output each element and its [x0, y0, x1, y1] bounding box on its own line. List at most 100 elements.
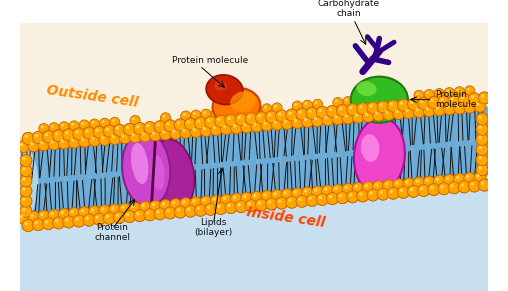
Circle shape [440, 98, 443, 101]
Circle shape [263, 193, 267, 196]
Circle shape [359, 105, 363, 109]
Circle shape [451, 184, 454, 187]
Circle shape [144, 209, 156, 221]
Circle shape [418, 97, 430, 109]
Circle shape [225, 114, 237, 126]
Circle shape [197, 207, 200, 210]
Circle shape [428, 97, 440, 109]
Circle shape [93, 126, 105, 138]
Circle shape [24, 222, 28, 225]
Circle shape [369, 104, 373, 108]
Circle shape [405, 109, 408, 112]
Circle shape [471, 182, 474, 186]
Polygon shape [175, 134, 178, 203]
Circle shape [78, 207, 90, 219]
Circle shape [111, 206, 115, 210]
Circle shape [113, 212, 125, 223]
Circle shape [446, 105, 449, 109]
Polygon shape [256, 127, 260, 196]
Circle shape [68, 208, 80, 220]
Ellipse shape [212, 88, 261, 125]
Circle shape [123, 210, 136, 223]
Circle shape [271, 190, 283, 202]
Circle shape [65, 131, 69, 134]
Circle shape [180, 198, 192, 210]
Circle shape [383, 180, 395, 192]
Text: Protein
channel: Protein channel [94, 223, 130, 242]
Circle shape [416, 108, 419, 111]
Circle shape [243, 123, 246, 127]
Polygon shape [337, 120, 341, 189]
Circle shape [316, 194, 328, 205]
Circle shape [93, 126, 105, 138]
Circle shape [367, 189, 379, 201]
Circle shape [387, 187, 399, 199]
Circle shape [207, 119, 210, 122]
Circle shape [476, 133, 488, 145]
Circle shape [20, 195, 32, 207]
Circle shape [207, 206, 210, 209]
Circle shape [362, 182, 374, 194]
Circle shape [451, 97, 454, 100]
Circle shape [326, 105, 338, 118]
Circle shape [420, 187, 423, 190]
Circle shape [433, 175, 446, 187]
Circle shape [28, 211, 40, 223]
Circle shape [177, 121, 180, 125]
Circle shape [262, 104, 272, 114]
Circle shape [283, 191, 287, 195]
Circle shape [223, 125, 226, 128]
Circle shape [258, 201, 261, 205]
Circle shape [225, 202, 237, 214]
Circle shape [438, 95, 450, 108]
Polygon shape [330, 120, 333, 190]
Circle shape [278, 199, 281, 203]
Circle shape [134, 123, 146, 134]
Circle shape [342, 112, 354, 124]
Ellipse shape [357, 81, 376, 96]
Circle shape [136, 125, 140, 128]
Circle shape [22, 198, 25, 201]
Circle shape [281, 189, 293, 201]
Circle shape [329, 195, 332, 198]
Circle shape [182, 129, 185, 132]
Circle shape [476, 174, 480, 178]
Ellipse shape [361, 134, 379, 162]
Circle shape [144, 122, 156, 134]
Circle shape [55, 132, 58, 136]
Circle shape [217, 118, 220, 121]
Text: Carbohydrate
chain: Carbohydrate chain [318, 0, 380, 18]
Circle shape [197, 120, 200, 123]
Circle shape [241, 121, 252, 133]
Circle shape [164, 207, 176, 219]
Circle shape [174, 119, 186, 131]
Circle shape [223, 196, 226, 200]
Circle shape [281, 117, 293, 129]
Polygon shape [20, 176, 488, 291]
Circle shape [345, 99, 348, 102]
Polygon shape [396, 114, 400, 184]
Circle shape [436, 91, 439, 93]
Circle shape [342, 183, 354, 195]
Circle shape [247, 115, 251, 118]
Circle shape [247, 115, 251, 118]
Polygon shape [389, 115, 392, 184]
Circle shape [479, 166, 482, 170]
Circle shape [167, 209, 170, 213]
Circle shape [395, 110, 398, 113]
Circle shape [357, 103, 369, 115]
Circle shape [266, 111, 277, 123]
Circle shape [170, 127, 182, 139]
Circle shape [91, 208, 94, 212]
Circle shape [40, 213, 44, 216]
Circle shape [387, 187, 399, 199]
Circle shape [291, 116, 303, 128]
Circle shape [68, 136, 80, 148]
Polygon shape [307, 122, 311, 192]
Circle shape [50, 212, 54, 215]
Circle shape [433, 104, 446, 116]
Polygon shape [138, 137, 142, 207]
Circle shape [342, 112, 354, 124]
Circle shape [272, 103, 282, 113]
Circle shape [195, 204, 207, 216]
